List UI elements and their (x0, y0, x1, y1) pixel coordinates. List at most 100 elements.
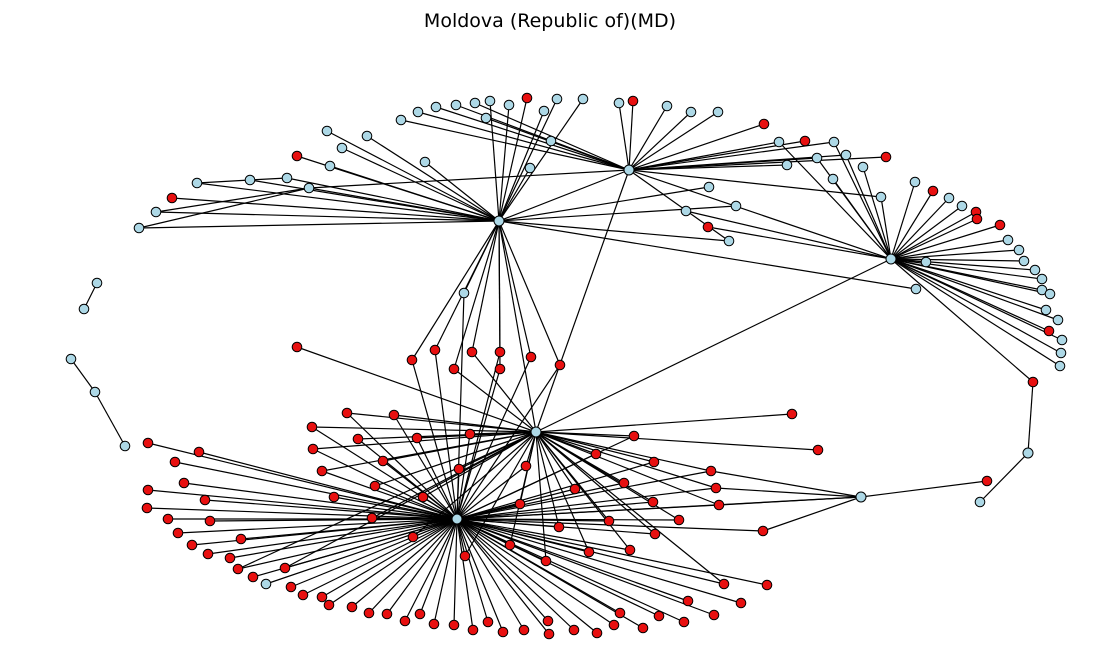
edge (284, 431, 537, 569)
edge (196, 182, 500, 222)
edge (155, 211, 500, 222)
edge (456, 368, 501, 520)
edge (456, 518, 525, 631)
graph-node-red (381, 608, 393, 620)
graph-node-blue (1054, 360, 1066, 372)
edge (366, 135, 500, 222)
graph-node-red (713, 499, 725, 511)
edge (249, 177, 288, 181)
graph-node-blue (412, 106, 424, 118)
edge (198, 451, 458, 520)
edge (456, 518, 742, 604)
graph-node-red (583, 546, 595, 558)
edge (535, 431, 717, 489)
graph-node-blue (545, 135, 557, 147)
edge (498, 98, 584, 222)
graph-node-red (429, 344, 441, 356)
graph-node-red (448, 363, 460, 375)
graph-node-blue (303, 182, 315, 194)
edge (890, 258, 1061, 367)
graph-node-blue (1013, 244, 1025, 256)
graph-node-red (162, 513, 174, 525)
graph-node-red (186, 539, 198, 551)
graph-node-red (994, 219, 1006, 231)
graph-node-red (542, 615, 554, 627)
graph-node-red (464, 428, 476, 440)
edge (411, 220, 500, 361)
graph-node-red (1043, 325, 1055, 337)
graph-node-red (366, 512, 378, 524)
graph-node-hub-E (451, 513, 463, 525)
graph-node-blue (324, 160, 336, 172)
edge (374, 431, 537, 487)
edge (456, 356, 532, 520)
graph-node-red (178, 477, 190, 489)
edge (155, 187, 310, 213)
edge (456, 518, 598, 634)
graph-node-red (377, 455, 389, 467)
graph-node-blue (857, 161, 869, 173)
graph-node-blue (430, 101, 442, 113)
graph-node-blue (1018, 255, 1030, 267)
edge (890, 239, 1009, 260)
graph-node-red (306, 421, 318, 433)
graph-node-blue (1040, 304, 1052, 316)
edge (535, 431, 656, 535)
edge (456, 433, 471, 520)
graph-node-blue (450, 99, 462, 111)
graph-node-red (628, 430, 640, 442)
edge (386, 518, 458, 615)
edge (498, 98, 558, 222)
edge (890, 197, 950, 260)
graph-node-red (467, 624, 479, 636)
edge (434, 349, 458, 520)
graph-node-red (569, 483, 581, 495)
edge (346, 412, 458, 520)
graph-node-red (202, 548, 214, 560)
graph-node-red (647, 496, 659, 508)
graph-node-hub-F (855, 491, 867, 503)
graph-node-blue (1002, 234, 1014, 246)
edge (535, 431, 547, 562)
graph-node-blue (1044, 288, 1056, 300)
edge (535, 431, 576, 490)
edge (456, 518, 689, 602)
edge (456, 518, 474, 631)
graph-node-red (494, 346, 506, 358)
graph-node-blue (524, 162, 536, 174)
edge (628, 164, 788, 171)
graph-node-red (232, 563, 244, 575)
graph-node-red (971, 213, 983, 225)
graph-node-red (279, 562, 291, 574)
graph-node-blue (811, 152, 823, 164)
graph-node-red (247, 571, 259, 583)
graph-node-red (540, 555, 552, 567)
edge (471, 351, 537, 433)
edge (456, 518, 685, 623)
edge (311, 426, 537, 433)
edge (321, 470, 458, 520)
edge (890, 258, 1047, 311)
edge (550, 140, 630, 171)
edge (422, 496, 458, 520)
edge (715, 487, 862, 498)
graph-node-red (653, 610, 665, 622)
edge (535, 169, 630, 433)
node-layer (65, 92, 1068, 640)
edge (265, 518, 458, 585)
graph-node-red (554, 359, 566, 371)
graph-node-blue (685, 106, 697, 118)
edge (890, 205, 963, 260)
graph-node-red (142, 437, 154, 449)
edge (880, 196, 892, 260)
edge (328, 518, 458, 606)
graph-node-blue (613, 97, 625, 109)
edge (138, 187, 310, 229)
graph-node-red (323, 599, 335, 611)
graph-node-red (786, 408, 798, 420)
graph-node-red (307, 443, 319, 455)
graph-node-red (614, 607, 626, 619)
graph-node-blue (336, 142, 348, 154)
graph-node-red (880, 151, 892, 163)
graph-node-blue (828, 136, 840, 148)
